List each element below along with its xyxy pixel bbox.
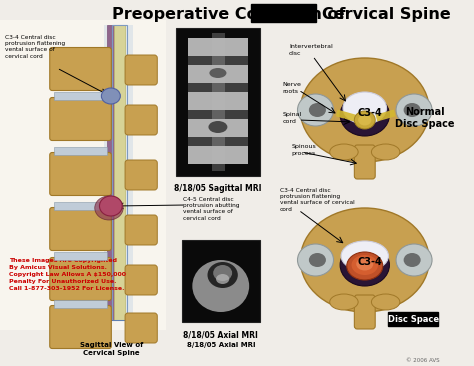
FancyBboxPatch shape: [355, 295, 375, 329]
Text: 8/18/05 Axial MRI: 8/18/05 Axial MRI: [183, 330, 258, 339]
Bar: [54, 92, 107, 100]
FancyBboxPatch shape: [50, 48, 111, 90]
FancyBboxPatch shape: [125, 55, 157, 85]
Ellipse shape: [192, 260, 249, 312]
Bar: [375, 109, 396, 122]
Bar: [54, 202, 107, 210]
Ellipse shape: [404, 253, 421, 267]
Bar: [188, 92, 248, 110]
FancyBboxPatch shape: [125, 160, 157, 190]
Text: © 2006 AVS: © 2006 AVS: [406, 358, 439, 363]
Bar: [176, 28, 260, 176]
Bar: [112, 25, 127, 320]
Ellipse shape: [396, 244, 432, 276]
Text: C4-5 Central disc
protrusion abutting
vental surface of
cervical cord: C4-5 Central disc protrusion abutting ve…: [183, 197, 239, 221]
Ellipse shape: [355, 111, 375, 129]
Ellipse shape: [340, 244, 390, 286]
FancyBboxPatch shape: [125, 265, 157, 295]
Bar: [188, 146, 248, 164]
Text: 8/18/05 Axial MRI: 8/18/05 Axial MRI: [186, 342, 255, 348]
Ellipse shape: [340, 94, 390, 136]
Bar: [0, 20, 166, 330]
Text: Preoperative Condition of: Preoperative Condition of: [112, 7, 345, 22]
Ellipse shape: [358, 115, 372, 126]
Bar: [188, 56, 248, 65]
Ellipse shape: [330, 144, 358, 160]
Bar: [114, 25, 125, 320]
Bar: [54, 252, 107, 260]
Ellipse shape: [396, 94, 432, 126]
FancyBboxPatch shape: [355, 145, 375, 179]
Bar: [54, 147, 107, 155]
Bar: [188, 119, 248, 137]
Ellipse shape: [352, 255, 378, 275]
Ellipse shape: [301, 208, 429, 312]
Text: 8/18/05 Sagittal MRI: 8/18/05 Sagittal MRI: [174, 184, 262, 193]
FancyBboxPatch shape: [50, 306, 111, 348]
Bar: [104, 25, 133, 320]
Text: Nerve
roots: Nerve roots: [283, 82, 301, 94]
Bar: [251, 4, 316, 22]
Ellipse shape: [95, 196, 123, 220]
Bar: [188, 83, 248, 92]
Bar: [212, 33, 226, 171]
Text: Spinal
cord: Spinal cord: [283, 112, 301, 124]
Bar: [54, 300, 107, 308]
Text: Spinous
process: Spinous process: [292, 145, 317, 156]
FancyBboxPatch shape: [125, 215, 157, 245]
Ellipse shape: [298, 94, 334, 126]
Ellipse shape: [100, 196, 122, 216]
Ellipse shape: [343, 92, 387, 124]
Bar: [188, 65, 248, 83]
Ellipse shape: [372, 144, 400, 160]
Ellipse shape: [210, 68, 227, 78]
Ellipse shape: [101, 88, 120, 104]
Ellipse shape: [330, 294, 358, 310]
Ellipse shape: [208, 262, 238, 288]
Text: C3-4: C3-4: [357, 257, 382, 267]
Text: C3-4 Central disc
protrusion flattening
vental surface of
cervical cord: C3-4 Central disc protrusion flattening …: [5, 35, 65, 59]
Ellipse shape: [298, 244, 334, 276]
Text: C3-4: C3-4: [357, 108, 382, 118]
Text: These Images Are Copyrighted
By Amicus Visual Solutions.
Copyright Law Allows A : These Images Are Copyrighted By Amicus V…: [9, 258, 127, 291]
Bar: [188, 38, 248, 56]
Text: Disc Space: Disc Space: [388, 314, 438, 324]
Ellipse shape: [341, 241, 389, 271]
Text: C3-4 Central disc
protrusion flattening
vental surface of cervical
cord: C3-4 Central disc protrusion flattening …: [280, 188, 354, 212]
Text: Normal
Disc Space: Normal Disc Space: [395, 107, 454, 129]
Bar: [182, 240, 260, 322]
FancyBboxPatch shape: [125, 313, 157, 343]
Ellipse shape: [347, 252, 383, 280]
FancyBboxPatch shape: [50, 208, 111, 250]
Ellipse shape: [301, 58, 429, 162]
Bar: [107, 25, 115, 320]
Text: Cervical Spine: Cervical Spine: [322, 7, 451, 22]
FancyBboxPatch shape: [125, 105, 157, 135]
Ellipse shape: [356, 258, 374, 270]
Bar: [389, 312, 438, 326]
Ellipse shape: [209, 121, 228, 133]
Ellipse shape: [216, 274, 229, 284]
Ellipse shape: [213, 265, 232, 281]
Ellipse shape: [404, 103, 421, 117]
Ellipse shape: [372, 294, 400, 310]
FancyBboxPatch shape: [50, 97, 111, 141]
Bar: [188, 137, 248, 146]
Text: Sagittal View of
Cervical Spine: Sagittal View of Cervical Spine: [80, 342, 144, 356]
Bar: [188, 110, 248, 119]
Ellipse shape: [309, 103, 326, 117]
Bar: [336, 109, 356, 122]
FancyBboxPatch shape: [50, 153, 111, 195]
FancyBboxPatch shape: [50, 258, 111, 300]
Ellipse shape: [309, 253, 326, 267]
Text: Intervertebral
disc: Intervertebral disc: [289, 44, 333, 56]
